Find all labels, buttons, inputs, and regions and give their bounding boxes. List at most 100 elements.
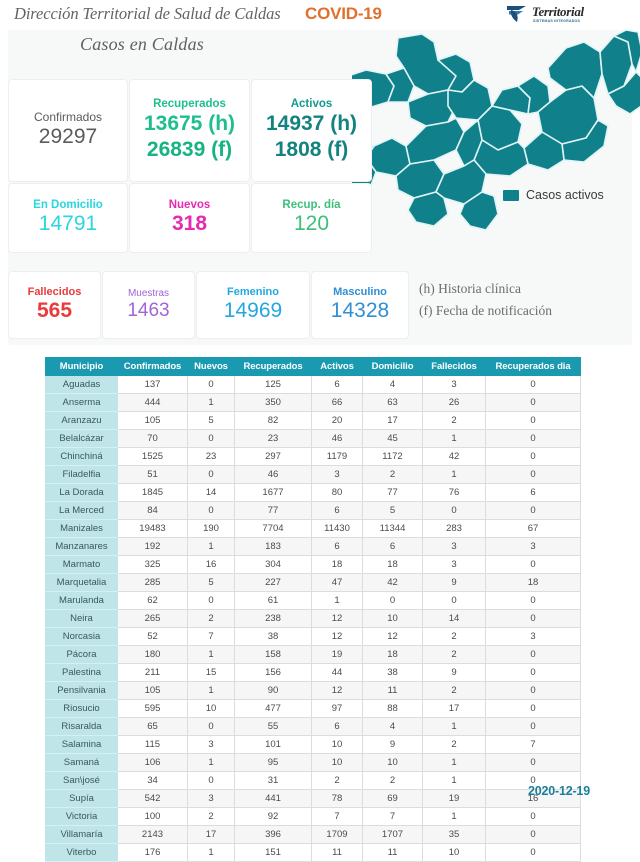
- table-cell-value: 6: [311, 501, 363, 520]
- table-cell-value: 95: [234, 753, 312, 772]
- table-cell-value: 26: [422, 393, 486, 412]
- table-cell-municipio: Pensilvania: [45, 681, 118, 700]
- table-cell-value: 106: [117, 753, 188, 772]
- table-cell-municipio: Chinchiná: [45, 447, 118, 466]
- table-cell-value: 70: [117, 429, 188, 448]
- table-cell-value: 156: [234, 663, 312, 682]
- table-column-header[interactable]: Domicilio: [362, 357, 423, 376]
- table-row: Chinchiná 1525 23 297 1179 1172 42 0: [45, 447, 581, 466]
- table-cell-value: 7: [311, 807, 363, 826]
- table-cell-value: 101: [234, 735, 312, 754]
- table-cell-value: 0: [485, 393, 581, 412]
- table-cell-value: 42: [422, 447, 486, 466]
- covid-label: COVID-19: [305, 4, 382, 23]
- table-cell-value: 38: [234, 627, 312, 646]
- table-cell-value: 2: [187, 807, 235, 826]
- table-row: Manizales 19483 190 7704 11430 11344 283 67: [45, 519, 581, 538]
- note-historia-clinica: (h) Historia clínica: [419, 281, 521, 296]
- stat-label-femenino: Femenino: [227, 285, 279, 298]
- table-row: Pensilvania 105 1 90 12 11 2 0: [45, 681, 581, 700]
- table-cell-value: 10: [311, 735, 363, 754]
- stat-card-recup-dia[interactable]: Recup. día 120: [251, 183, 372, 253]
- table-cell-municipio: Anserma: [45, 393, 118, 412]
- table-column-header[interactable]: Recuperados dia: [485, 357, 581, 376]
- table-cell-value: 0: [485, 465, 581, 484]
- table-cell-value: 1: [187, 393, 235, 412]
- table-cell-value: 1: [187, 681, 235, 700]
- stat-card-recuperados[interactable]: Recuperados 13675 (h) 26839 (f): [129, 79, 250, 182]
- table-cell-value: 10: [187, 699, 235, 718]
- table-cell-value: 61: [234, 591, 312, 610]
- stat-value-recup-dia: 120: [293, 212, 330, 236]
- table-cell-value: 2: [422, 735, 486, 754]
- table-cell-value: 9: [362, 735, 423, 754]
- table-cell-value: 542: [117, 789, 188, 808]
- table-cell-value: 1707: [362, 825, 423, 844]
- table-header: Municipio Confirmados Nuevos Recuperados Act…: [45, 357, 581, 376]
- table-cell-value: 6: [362, 537, 423, 556]
- stat-card-femenino[interactable]: Femenino 14969: [196, 271, 310, 339]
- table-cell-value: 14: [422, 609, 486, 628]
- municipality-table-wrapper: Municipio Confirmados Nuevos Recuperados Act…: [45, 357, 581, 862]
- table-row: Marmato 325 16 304 18 18 3 0: [45, 555, 581, 574]
- stat-card-muestras[interactable]: Muestras 1463: [102, 271, 195, 339]
- table-cell-value: 297: [234, 447, 312, 466]
- table-column-header[interactable]: Recuperados: [234, 357, 312, 376]
- table-column-header[interactable]: Confirmados: [117, 357, 188, 376]
- table-body: Aguadas 137 0 125 6 4 3 0 Anserma 444 1 350 66 63 26 0 A…: [45, 375, 581, 862]
- table-cell-value: 1525: [117, 447, 188, 466]
- table-cell-value: 19: [311, 645, 363, 664]
- table-cell-municipio: Supía: [45, 789, 118, 808]
- stat-label-activos: Activos: [290, 97, 333, 110]
- table-cell-value: 3: [422, 555, 486, 574]
- table-cell-value: 477: [234, 699, 312, 718]
- table-cell-value: 76: [422, 483, 486, 502]
- table-cell-value: 0: [187, 465, 235, 484]
- stat-card-confirmados[interactable]: Confirmados 29297: [8, 79, 128, 182]
- stat-value-nuevos: 318: [171, 212, 208, 236]
- table-column-header[interactable]: Municipio: [45, 357, 118, 376]
- stat-value-en-domicilio: 14791: [38, 212, 98, 236]
- table-cell-value: 67: [485, 519, 581, 538]
- page-title: Dirección Territorial de Salud de Caldas: [14, 4, 281, 23]
- table-column-header[interactable]: Fallecidos: [422, 357, 486, 376]
- table-row: Villamaría 2143 17 396 1709 1707 35 0: [45, 825, 581, 844]
- stat-card-en-domicilio[interactable]: En Domicilio 14791: [8, 183, 128, 253]
- table-cell-value: 10: [311, 753, 363, 772]
- table-cell-value: 227: [234, 573, 312, 592]
- table-cell-value: 1: [187, 645, 235, 664]
- table-cell-value: 4: [362, 375, 423, 394]
- table-cell-value: 105: [117, 681, 188, 700]
- table-cell-value: 0: [485, 447, 581, 466]
- table-cell-municipio: Pácora: [45, 645, 118, 664]
- table-cell-municipio: Viterbo: [45, 843, 118, 862]
- table-cell-value: 63: [362, 393, 423, 412]
- stat-card-activos[interactable]: Activos 14937 (h) 1808 (f): [251, 79, 372, 182]
- stat-value-confirmados: 29297: [38, 124, 98, 148]
- table-cell-value: 77: [234, 501, 312, 520]
- table-cell-value: 1: [187, 753, 235, 772]
- table-header-row: Municipio Confirmados Nuevos Recuperados Act…: [45, 357, 581, 376]
- stat-card-masculino[interactable]: Masculino 14328: [311, 271, 409, 339]
- stat-label-confirmados: Confirmados: [33, 109, 103, 124]
- table-cell-value: 115: [117, 735, 188, 754]
- stat-label-muestras: Muestras: [127, 287, 170, 299]
- table-cell-value: 15: [187, 663, 235, 682]
- table-column-header[interactable]: Nuevos: [187, 357, 235, 376]
- stat-value-activos-f: 1808 (f): [274, 137, 349, 161]
- table-cell-value: 192: [117, 537, 188, 556]
- stat-card-nuevos[interactable]: Nuevos 318: [129, 183, 250, 253]
- stat-label-recup-dia: Recup. día: [282, 198, 341, 211]
- stat-card-fallecidos[interactable]: Fallecidos 565: [8, 271, 101, 339]
- municipality-table: Municipio Confirmados Nuevos Recuperados Act…: [45, 357, 581, 862]
- table-cell-value: 304: [234, 555, 312, 574]
- table-cell-value: 31: [234, 771, 312, 790]
- table-cell-value: 2: [422, 411, 486, 430]
- table-column-header[interactable]: Activos: [311, 357, 363, 376]
- table-cell-value: 1845: [117, 483, 188, 502]
- table-cell-value: 11: [362, 681, 423, 700]
- table-cell-value: 4: [362, 717, 423, 736]
- table-cell-value: 396: [234, 825, 312, 844]
- table-cell-value: 12: [362, 627, 423, 646]
- table-cell-value: 11: [311, 843, 363, 862]
